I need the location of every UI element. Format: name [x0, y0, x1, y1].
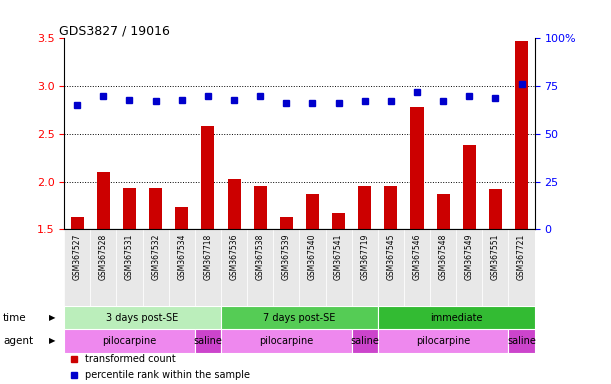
Text: GSM367532: GSM367532: [151, 233, 160, 280]
Bar: [482, 230, 508, 306]
Text: GSM367539: GSM367539: [282, 233, 291, 280]
Text: agent: agent: [3, 336, 33, 346]
Bar: [202, 126, 214, 230]
Bar: [273, 230, 299, 306]
Bar: [280, 217, 293, 230]
Text: GSM367546: GSM367546: [412, 233, 422, 280]
Text: saline: saline: [507, 336, 536, 346]
Bar: [299, 230, 326, 306]
Text: GSM367545: GSM367545: [386, 233, 395, 280]
Bar: [71, 217, 84, 230]
Bar: [195, 329, 221, 353]
Text: GSM367536: GSM367536: [230, 233, 238, 280]
Bar: [411, 107, 423, 230]
Text: GSM367538: GSM367538: [255, 233, 265, 280]
Text: GSM367527: GSM367527: [73, 233, 82, 280]
Bar: [247, 230, 273, 306]
Text: time: time: [3, 313, 27, 323]
Bar: [169, 230, 195, 306]
Bar: [142, 230, 169, 306]
Bar: [221, 329, 352, 353]
Bar: [515, 41, 528, 230]
Text: immediate: immediate: [430, 313, 483, 323]
Text: GSM367551: GSM367551: [491, 233, 500, 280]
Bar: [430, 230, 456, 306]
Bar: [508, 329, 535, 353]
Bar: [306, 194, 319, 230]
Bar: [221, 306, 378, 329]
Text: GSM367531: GSM367531: [125, 233, 134, 280]
Bar: [489, 189, 502, 230]
Bar: [195, 230, 221, 306]
Bar: [64, 329, 195, 353]
Bar: [123, 189, 136, 230]
Bar: [221, 230, 247, 306]
Bar: [97, 172, 110, 230]
Bar: [64, 230, 90, 306]
Bar: [378, 329, 508, 353]
Text: saline: saline: [350, 336, 379, 346]
Text: 7 days post-SE: 7 days post-SE: [263, 313, 335, 323]
Bar: [117, 230, 142, 306]
Text: GSM367534: GSM367534: [177, 233, 186, 280]
Bar: [227, 179, 241, 230]
Bar: [456, 230, 482, 306]
Bar: [149, 189, 162, 230]
Text: saline: saline: [194, 336, 222, 346]
Text: pilocarpine: pilocarpine: [416, 336, 470, 346]
Text: GSM367528: GSM367528: [99, 233, 108, 280]
Text: pilocarpine: pilocarpine: [259, 336, 313, 346]
Bar: [64, 306, 221, 329]
Text: ▶: ▶: [49, 313, 56, 322]
Bar: [352, 230, 378, 306]
Text: ▶: ▶: [49, 336, 56, 345]
Text: GSM367719: GSM367719: [360, 233, 369, 280]
Text: GSM367718: GSM367718: [203, 233, 213, 280]
Bar: [332, 213, 345, 230]
Bar: [378, 230, 404, 306]
Bar: [175, 207, 188, 230]
Bar: [404, 230, 430, 306]
Bar: [326, 230, 352, 306]
Bar: [378, 306, 535, 329]
Text: GSM367549: GSM367549: [465, 233, 474, 280]
Text: GSM367721: GSM367721: [517, 233, 526, 280]
Text: GSM367540: GSM367540: [308, 233, 317, 280]
Bar: [463, 146, 476, 230]
Bar: [254, 187, 267, 230]
Text: GSM367548: GSM367548: [439, 233, 448, 280]
Bar: [352, 329, 378, 353]
Bar: [437, 194, 450, 230]
Text: percentile rank within the sample: percentile rank within the sample: [86, 370, 251, 380]
Bar: [358, 187, 371, 230]
Bar: [508, 230, 535, 306]
Bar: [90, 230, 117, 306]
Text: pilocarpine: pilocarpine: [103, 336, 156, 346]
Text: GSM367541: GSM367541: [334, 233, 343, 280]
Text: GDS3827 / 19016: GDS3827 / 19016: [59, 24, 170, 37]
Bar: [384, 187, 397, 230]
Text: transformed count: transformed count: [86, 354, 176, 364]
Text: 3 days post-SE: 3 days post-SE: [106, 313, 178, 323]
